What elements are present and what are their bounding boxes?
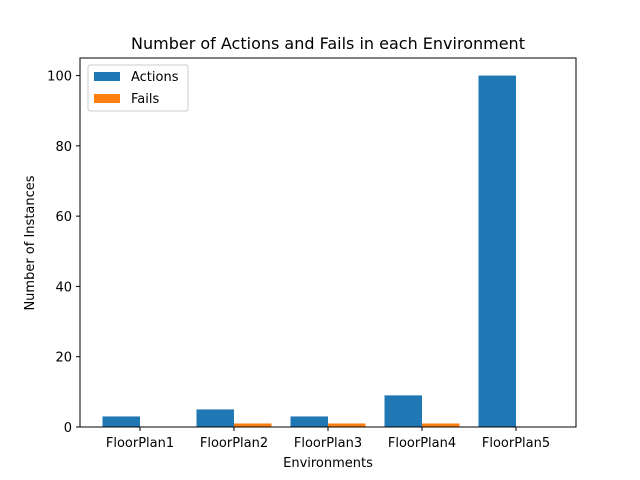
plot-area: FloorPlan1 FloorPlan2 FloorPlan3 FloorPlan4…	[47, 57, 577, 451]
bar-fails-floorplan4	[422, 423, 460, 427]
x-tick-label: FloorPlan2	[200, 436, 268, 451]
y-tick-label: 0	[64, 421, 72, 436]
x-tick-label: FloorPlan3	[294, 436, 362, 451]
x-tick-label: FloorPlan5	[482, 436, 550, 451]
chart-title: Number of Actions and Fails in each Envi…	[131, 34, 525, 53]
y-tick-label: 100	[47, 70, 72, 85]
y-tick-label: 20	[55, 351, 72, 366]
x-tick-label: FloorPlan1	[106, 436, 174, 451]
bar-actions-floorplan2	[196, 409, 234, 427]
y-tick-label: 40	[55, 280, 72, 295]
x-axis-label: Environments	[283, 456, 373, 471]
y-axis-label: Number of Instances	[23, 175, 38, 310]
legend-label-fails: Fails	[131, 92, 159, 107]
legend-swatch-fails	[94, 94, 120, 103]
legend-label-actions: Actions	[131, 70, 179, 85]
bar-actions-floorplan3	[290, 416, 328, 427]
bar-fails-floorplan2	[234, 423, 272, 427]
bar-fails-floorplan3	[328, 423, 366, 427]
legend-swatch-actions	[94, 72, 120, 81]
x-tick-label: FloorPlan4	[388, 436, 456, 451]
bar-actions-floorplan4	[384, 395, 422, 427]
bar-actions-floorplan5	[478, 75, 516, 428]
bar-actions-floorplan1	[102, 416, 140, 427]
y-tick-label: 60	[55, 210, 72, 225]
y-tick-label: 80	[55, 140, 72, 155]
legend: Actions Fails	[87, 64, 189, 112]
